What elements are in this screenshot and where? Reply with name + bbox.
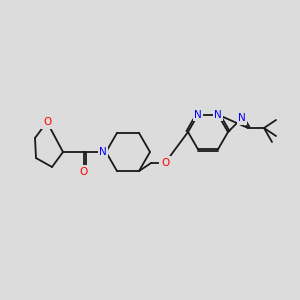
- Text: N: N: [214, 110, 222, 120]
- Text: N: N: [238, 113, 246, 123]
- Text: N: N: [194, 110, 202, 120]
- Text: O: O: [43, 117, 51, 127]
- Text: N: N: [99, 147, 107, 157]
- Text: O: O: [80, 167, 88, 177]
- Text: O: O: [161, 158, 169, 168]
